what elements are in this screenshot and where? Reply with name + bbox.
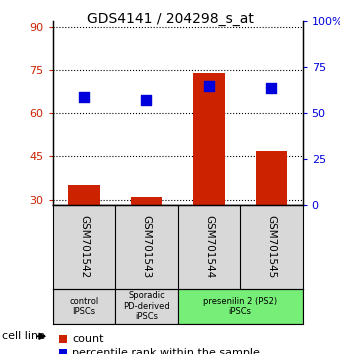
Text: Sporadic
PD-derived
iPSCs: Sporadic PD-derived iPSCs xyxy=(123,291,170,321)
Point xyxy=(144,98,149,103)
Text: GSM701542: GSM701542 xyxy=(79,215,89,279)
Bar xyxy=(115,289,178,324)
Text: GSM701545: GSM701545 xyxy=(266,215,276,279)
Text: percentile rank within the sample: percentile rank within the sample xyxy=(72,348,260,354)
Bar xyxy=(256,151,287,205)
Point xyxy=(81,94,87,99)
Text: cell line: cell line xyxy=(2,331,45,341)
Text: GSM701544: GSM701544 xyxy=(204,215,214,279)
Text: GDS4141 / 204298_s_at: GDS4141 / 204298_s_at xyxy=(87,12,253,27)
Bar xyxy=(131,197,162,205)
Text: GSM701543: GSM701543 xyxy=(141,215,151,279)
Text: count: count xyxy=(72,334,104,344)
Bar xyxy=(53,289,115,324)
Point xyxy=(269,85,274,90)
Text: control
IPSCs: control IPSCs xyxy=(69,297,99,316)
Bar xyxy=(193,73,224,205)
Bar xyxy=(177,289,303,324)
Text: presenilin 2 (PS2)
iPSCs: presenilin 2 (PS2) iPSCs xyxy=(203,297,277,316)
Bar xyxy=(68,185,100,205)
Point xyxy=(206,83,211,88)
